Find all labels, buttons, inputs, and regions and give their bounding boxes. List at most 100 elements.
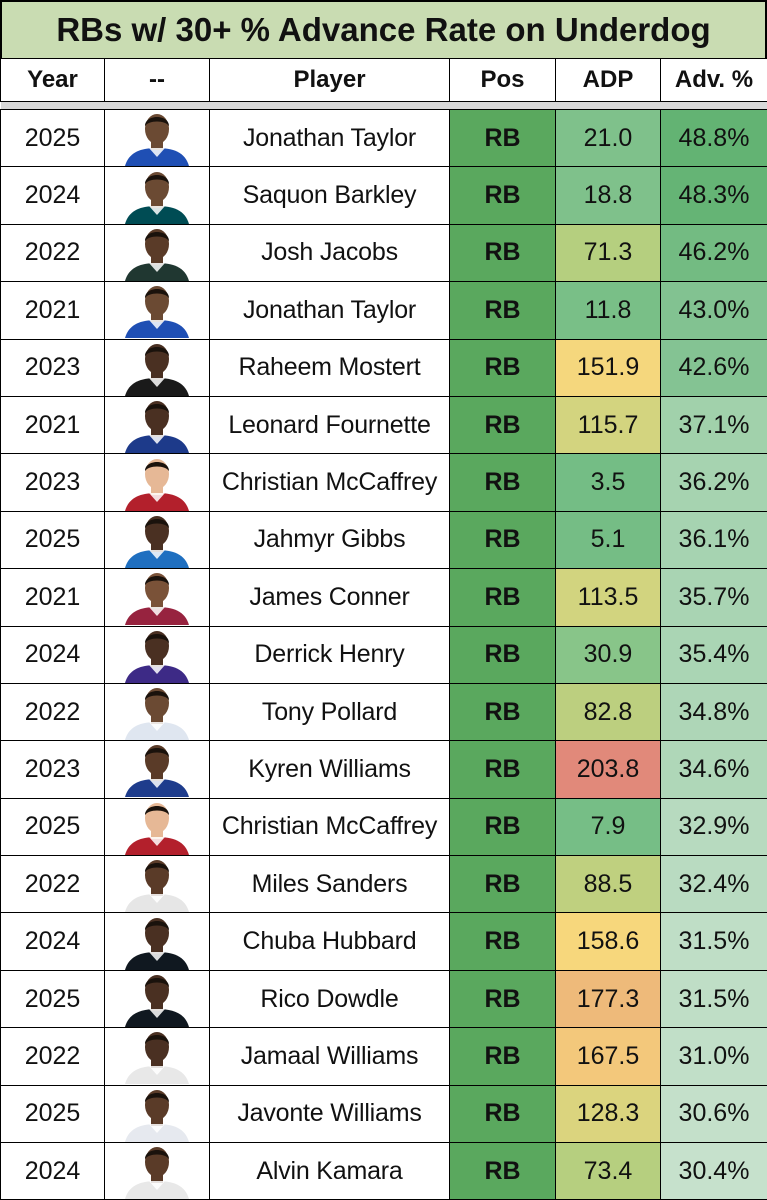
cell-adp: 203.8 xyxy=(555,740,661,799)
player-headshot-image xyxy=(107,857,207,912)
cell-pos: RB xyxy=(449,969,556,1029)
cell-year: 2021 xyxy=(0,568,105,627)
cell-headshot xyxy=(104,625,210,684)
cell-player: Jonathan Taylor xyxy=(209,281,450,340)
cell-year: 2024 xyxy=(0,166,105,225)
cell-headshot xyxy=(104,338,210,397)
cell-headshot xyxy=(104,108,210,168)
cell-headshot xyxy=(104,797,210,857)
player-headshot-image xyxy=(107,914,207,970)
table-row: 2022 Jamaal Williams RB 167.5 31.0% xyxy=(0,1027,767,1086)
cell-adv: 32.4% xyxy=(660,855,767,914)
cell-pos: RB xyxy=(449,510,556,570)
cell-pos: RB xyxy=(449,223,556,283)
col-header-adv: Adv. % xyxy=(660,58,767,102)
cell-adv: 31.5% xyxy=(660,912,767,971)
cell-player: Alvin Kamara xyxy=(209,1142,450,1200)
cell-headshot xyxy=(104,568,210,627)
cell-adp: 11.8 xyxy=(555,281,661,340)
cell-player: James Conner xyxy=(209,568,450,627)
cell-player: Jonathan Taylor xyxy=(209,108,450,168)
cell-adv: 36.2% xyxy=(660,453,767,512)
player-headshot-image xyxy=(107,340,207,396)
cell-adp: 3.5 xyxy=(555,453,661,512)
table-row: 2025 Javonte Williams RB 128.3 30.6% xyxy=(0,1084,767,1144)
player-headshot-image xyxy=(107,397,207,453)
cell-pos: RB xyxy=(449,568,556,627)
cell-pos: RB xyxy=(449,740,556,799)
cell-adp: 30.9 xyxy=(555,625,661,684)
table-row: 2021 Leonard Fournette RB 115.7 37.1% xyxy=(0,395,767,455)
cell-headshot xyxy=(104,1084,210,1144)
col-header-year: Year xyxy=(0,58,105,102)
cell-adv: 30.6% xyxy=(660,1084,767,1144)
table-row: 2025 Jonathan Taylor RB 21.0 48.8% xyxy=(0,108,767,168)
cell-headshot xyxy=(104,453,210,512)
cell-headshot xyxy=(104,510,210,570)
player-headshot-image xyxy=(107,570,207,626)
player-headshot-image xyxy=(107,111,207,166)
col-header-photo: -- xyxy=(104,58,210,102)
cell-year: 2023 xyxy=(0,453,105,512)
cell-year: 2025 xyxy=(0,108,105,168)
cell-adp: 151.9 xyxy=(555,338,661,397)
cell-pos: RB xyxy=(449,395,556,455)
cell-player: Rico Dowdle xyxy=(209,969,450,1029)
cell-player: Jahmyr Gibbs xyxy=(209,510,450,570)
col-header-player: Player xyxy=(209,58,450,102)
cell-pos: RB xyxy=(449,682,556,742)
col-header-adp: ADP xyxy=(555,58,661,102)
cell-adv: 34.6% xyxy=(660,740,767,799)
table-row: 2022 Miles Sanders RB 88.5 32.4% xyxy=(0,855,767,914)
cell-adv: 32.9% xyxy=(660,797,767,857)
cell-headshot xyxy=(104,281,210,340)
cell-year: 2024 xyxy=(0,912,105,971)
player-headshot-image xyxy=(107,283,207,339)
player-headshot-image xyxy=(107,971,207,1027)
cell-adv: 34.8% xyxy=(660,682,767,742)
player-headshot-image xyxy=(107,1029,207,1085)
cell-adp: 88.5 xyxy=(555,855,661,914)
cell-pos: RB xyxy=(449,625,556,684)
cell-player: Jamaal Williams xyxy=(209,1027,450,1086)
cell-adp: 128.3 xyxy=(555,1084,661,1144)
cell-adp: 21.0 xyxy=(555,108,661,168)
cell-pos: RB xyxy=(449,797,556,857)
cell-player: Josh Jacobs xyxy=(209,223,450,283)
cell-adp: 71.3 xyxy=(555,223,661,283)
rb-advance-table: Year -- Player Pos ADP Adv. % 2025 Jonath… xyxy=(0,58,767,1200)
cell-pos: RB xyxy=(449,1027,556,1086)
player-headshot-image xyxy=(107,742,207,798)
player-headshot-image xyxy=(107,225,207,281)
cell-year: 2024 xyxy=(0,1142,105,1200)
table-row: 2023 Christian McCaffrey RB 3.5 36.2% xyxy=(0,453,767,512)
cell-adp: 5.1 xyxy=(555,510,661,570)
cell-adp: 177.3 xyxy=(555,969,661,1029)
cell-adv: 43.0% xyxy=(660,281,767,340)
table-row: 2023 Kyren Williams RB 203.8 34.6% xyxy=(0,740,767,799)
cell-adv: 42.6% xyxy=(660,338,767,397)
cell-headshot xyxy=(104,855,210,914)
cell-headshot xyxy=(104,1027,210,1086)
cell-pos: RB xyxy=(449,453,556,512)
cell-player: Christian McCaffrey xyxy=(209,453,450,512)
cell-player: Kyren Williams xyxy=(209,740,450,799)
cell-player: Tony Pollard xyxy=(209,682,450,742)
cell-headshot xyxy=(104,740,210,799)
cell-pos: RB xyxy=(449,166,556,225)
player-headshot-image xyxy=(107,512,207,568)
cell-year: 2025 xyxy=(0,1084,105,1144)
col-header-pos: Pos xyxy=(449,58,556,102)
header-separator xyxy=(0,101,767,110)
cell-headshot xyxy=(104,1142,210,1200)
cell-headshot xyxy=(104,682,210,742)
cell-adp: 73.4 xyxy=(555,1142,661,1200)
cell-adp: 167.5 xyxy=(555,1027,661,1086)
cell-adv: 30.4% xyxy=(660,1142,767,1200)
cell-pos: RB xyxy=(449,855,556,914)
header-row: Year -- Player Pos ADP Adv. % xyxy=(0,58,767,102)
cell-pos: RB xyxy=(449,281,556,340)
table-row: 2024 Alvin Kamara RB 73.4 30.4% xyxy=(0,1142,767,1200)
table-body: 2025 Jonathan Taylor RB 21.0 48.8% 2024 Saquon… xyxy=(0,108,767,1200)
